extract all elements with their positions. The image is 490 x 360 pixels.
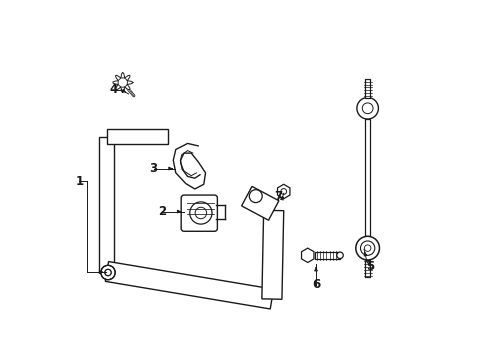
Circle shape [361,241,375,255]
Polygon shape [277,184,290,199]
Text: 3: 3 [149,162,158,175]
Text: 6: 6 [312,278,320,291]
Circle shape [195,207,207,219]
Circle shape [118,78,127,87]
Polygon shape [107,130,168,144]
Text: 4: 4 [109,83,118,96]
Circle shape [190,202,212,224]
Polygon shape [99,137,115,271]
Polygon shape [105,262,273,309]
Polygon shape [301,248,314,262]
Bar [365,119,370,236]
Circle shape [357,98,378,119]
Text: 1: 1 [75,175,83,188]
Text: 5: 5 [367,260,375,273]
Circle shape [101,266,115,279]
Text: 2: 2 [158,205,166,218]
Bar [365,79,370,98]
Text: 7: 7 [274,190,282,203]
Circle shape [365,245,371,251]
Circle shape [356,236,379,260]
Circle shape [362,103,373,114]
Polygon shape [113,72,133,93]
Polygon shape [262,210,284,299]
Bar [315,252,340,258]
Bar [365,260,370,277]
Polygon shape [242,186,279,220]
FancyBboxPatch shape [181,195,218,231]
Circle shape [249,190,262,203]
Circle shape [281,189,287,194]
Circle shape [337,252,343,258]
